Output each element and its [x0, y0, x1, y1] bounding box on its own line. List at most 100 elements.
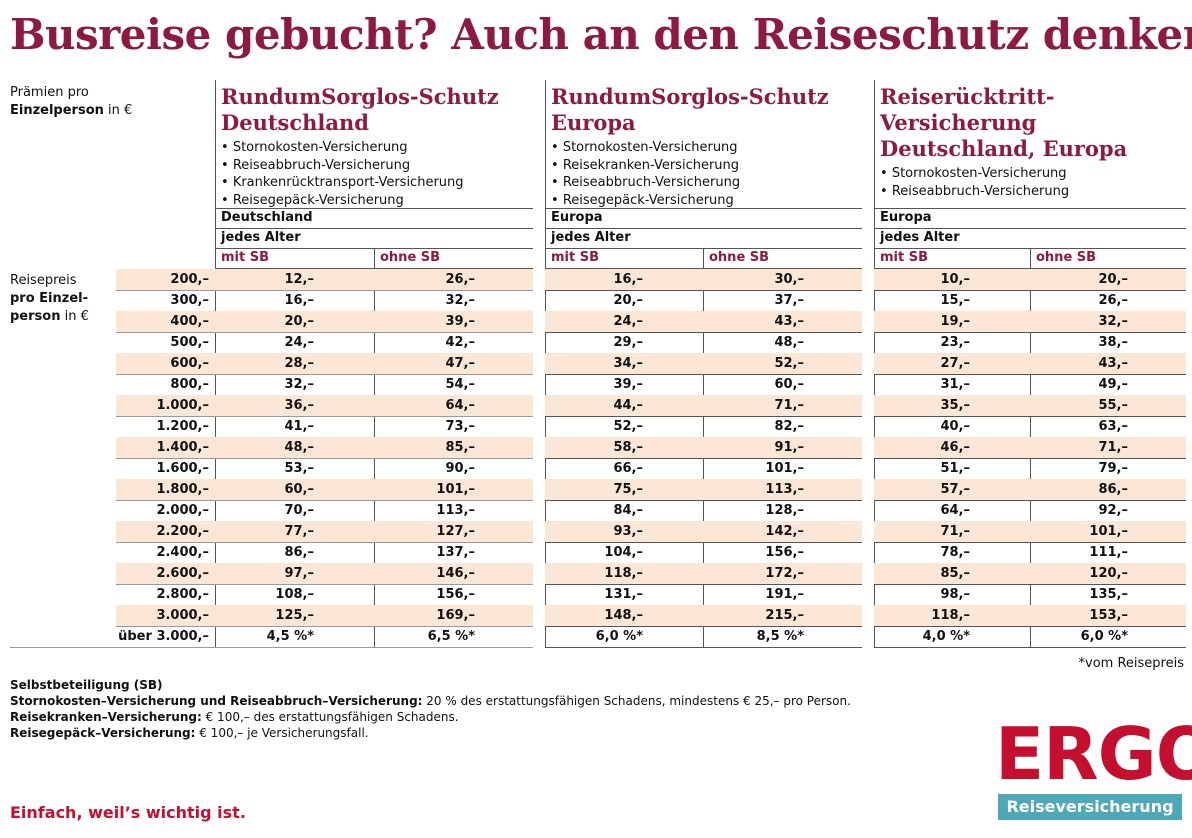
rule: [545, 228, 862, 229]
product-name: RundumSorglos-Schutz: [221, 84, 499, 109]
value-ohne-sb: 127,–: [436, 524, 475, 539]
value-mit-sb: 93,–: [613, 524, 643, 539]
value-mit-sb: 23,–: [940, 335, 970, 350]
table-row: 58,– 91,–: [545, 437, 862, 458]
praemien-label-line2: Einzelperson in €: [10, 102, 132, 120]
price-cell: 2.400,–: [116, 542, 215, 563]
value-ohne-sb: 113,–: [436, 503, 475, 518]
price-value: über 3.000,–: [118, 629, 209, 644]
reisepreis-label-line2: pro Einzel-: [10, 291, 88, 306]
sb-legend-line: Stornokosten–Versicherung und Reiseabbru…: [10, 693, 851, 709]
table-row: 84,– 128,–: [545, 500, 862, 521]
table-row: 86,– 137,–: [215, 542, 533, 563]
value-mit-sb: 58,–: [613, 440, 643, 455]
table-row: 60,– 101,–: [215, 479, 533, 500]
footnote: *vom Reisepreis: [1078, 656, 1184, 671]
row-rule: [874, 542, 1186, 543]
value-mit-sb: 20,–: [613, 293, 643, 308]
price-value: 1.800,–: [156, 482, 209, 497]
value-ohne-sb: 63,–: [1098, 419, 1128, 434]
table-row: 15,– 26,–: [874, 290, 1186, 311]
table-row: 28,– 47,–: [215, 353, 533, 374]
value-mit-sb: 31,–: [940, 377, 970, 392]
value-ohne-sb: 113,–: [765, 482, 804, 497]
row-rule: [874, 647, 1186, 648]
table-row: 12,– 26,–: [215, 269, 533, 290]
sb-legend-line-text: € 100,– je Versicherungsfall.: [195, 726, 369, 740]
value-ohne-sb: 26,–: [445, 272, 475, 287]
slogan: Einfach, weil’s wichtig ist.: [10, 803, 246, 822]
sb-legend: Selbstbeteiligung (SB) Stornokosten–Vers…: [10, 677, 851, 741]
row-rule: [545, 416, 862, 417]
praemien-label-bold: Einzelperson: [10, 103, 104, 118]
value-ohne-sb: 73,–: [445, 419, 475, 434]
sb-legend-line-bold: Reisekranken–Versicherung:: [10, 710, 202, 724]
col-header-ohne-sb: ohne SB: [380, 250, 441, 265]
col-header-ohne-sb: ohne SB: [709, 250, 770, 265]
sb-legend-line-text: 20 % des erstattungsfähigen Schadens, mi…: [422, 694, 851, 708]
value-ohne-sb: 85,–: [445, 440, 475, 455]
value-mit-sb: 48,–: [284, 440, 314, 455]
table-row: 24,– 42,–: [215, 332, 533, 353]
table-row: 20,– 37,–: [545, 290, 862, 311]
value-mit-sb: 53,–: [284, 461, 314, 476]
value-mit-sb: 12,–: [284, 272, 314, 287]
price-cell: 3.000,–: [116, 605, 215, 626]
table-row: 32,– 54,–: [215, 374, 533, 395]
coverage-item: Krankenrücktransport-Versicherung: [221, 174, 499, 192]
value-mit-sb: 118,–: [931, 608, 970, 623]
value-ohne-sb: 37,–: [774, 293, 804, 308]
row-rule: [116, 542, 533, 543]
region-label: Europa: [551, 210, 603, 225]
price-cell: 1.600,–: [116, 458, 215, 479]
value-ohne-sb: 92,–: [1098, 503, 1128, 518]
row-rule: [545, 374, 862, 375]
price-value: 800,–: [170, 377, 209, 392]
value-ohne-sb: 215,–: [765, 608, 804, 623]
ergo-logo: ERGO: [995, 712, 1192, 796]
row-rule: [874, 458, 1186, 459]
price-value: 400,–: [170, 314, 209, 329]
row-rule: [116, 458, 533, 459]
table-row: 16,– 30,–: [545, 269, 862, 290]
table-row: 97,– 146,–: [215, 563, 533, 584]
value-mit-sb: 78,–: [940, 545, 970, 560]
value-ohne-sb: 32,–: [1098, 314, 1128, 329]
row-rule: [545, 332, 862, 333]
sb-legend-line: Reisegepäck–Versicherung: € 100,– je Ver…: [10, 725, 851, 741]
value-mit-sb: 77,–: [284, 524, 314, 539]
coverage-item: Stornokosten-Versicherung: [221, 139, 499, 157]
table-row: 78,– 111,–: [874, 542, 1186, 563]
coverage-item: Reiseabbruch-Versicherung: [551, 174, 829, 192]
value-mit-sb: 44,–: [613, 398, 643, 413]
price-value: 1.200,–: [156, 419, 209, 434]
value-mit-sb: 51,–: [940, 461, 970, 476]
row-rule: [545, 500, 862, 501]
table-row: 27,– 43,–: [874, 353, 1186, 374]
value-ohne-sb: 38,–: [1098, 335, 1128, 350]
value-mit-sb: 40,–: [940, 419, 970, 434]
price-cell: 800,–: [116, 374, 215, 395]
table-row: 108,– 156,–: [215, 584, 533, 605]
row-rule: [874, 332, 1186, 333]
price-cell: 2.200,–: [116, 521, 215, 542]
row-rule: [545, 626, 862, 627]
price-value: 200,–: [170, 272, 209, 287]
price-cell: 2.800,–: [116, 584, 215, 605]
price-value: 2.600,–: [156, 566, 209, 581]
table-row: 118,– 153,–: [874, 605, 1186, 626]
price-cell: 400,–: [116, 311, 215, 332]
product-header: Reiserücktritt- Versicherung Deutschland, …: [880, 84, 1127, 200]
value-ohne-sb: 101,–: [765, 461, 804, 476]
price-cell: 600,–: [116, 353, 215, 374]
row-rule: [545, 290, 862, 291]
table-row: 40,– 63,–: [874, 416, 1186, 437]
product-name: Deutschland: [221, 110, 369, 135]
value-ohne-sb: 6,5 %*: [427, 629, 475, 644]
price-value: 1.000,–: [156, 398, 209, 413]
value-mit-sb: 20,–: [284, 314, 314, 329]
price-value: 1.400,–: [156, 440, 209, 455]
table-row: 6,0 %* 8,5 %*: [545, 626, 862, 647]
